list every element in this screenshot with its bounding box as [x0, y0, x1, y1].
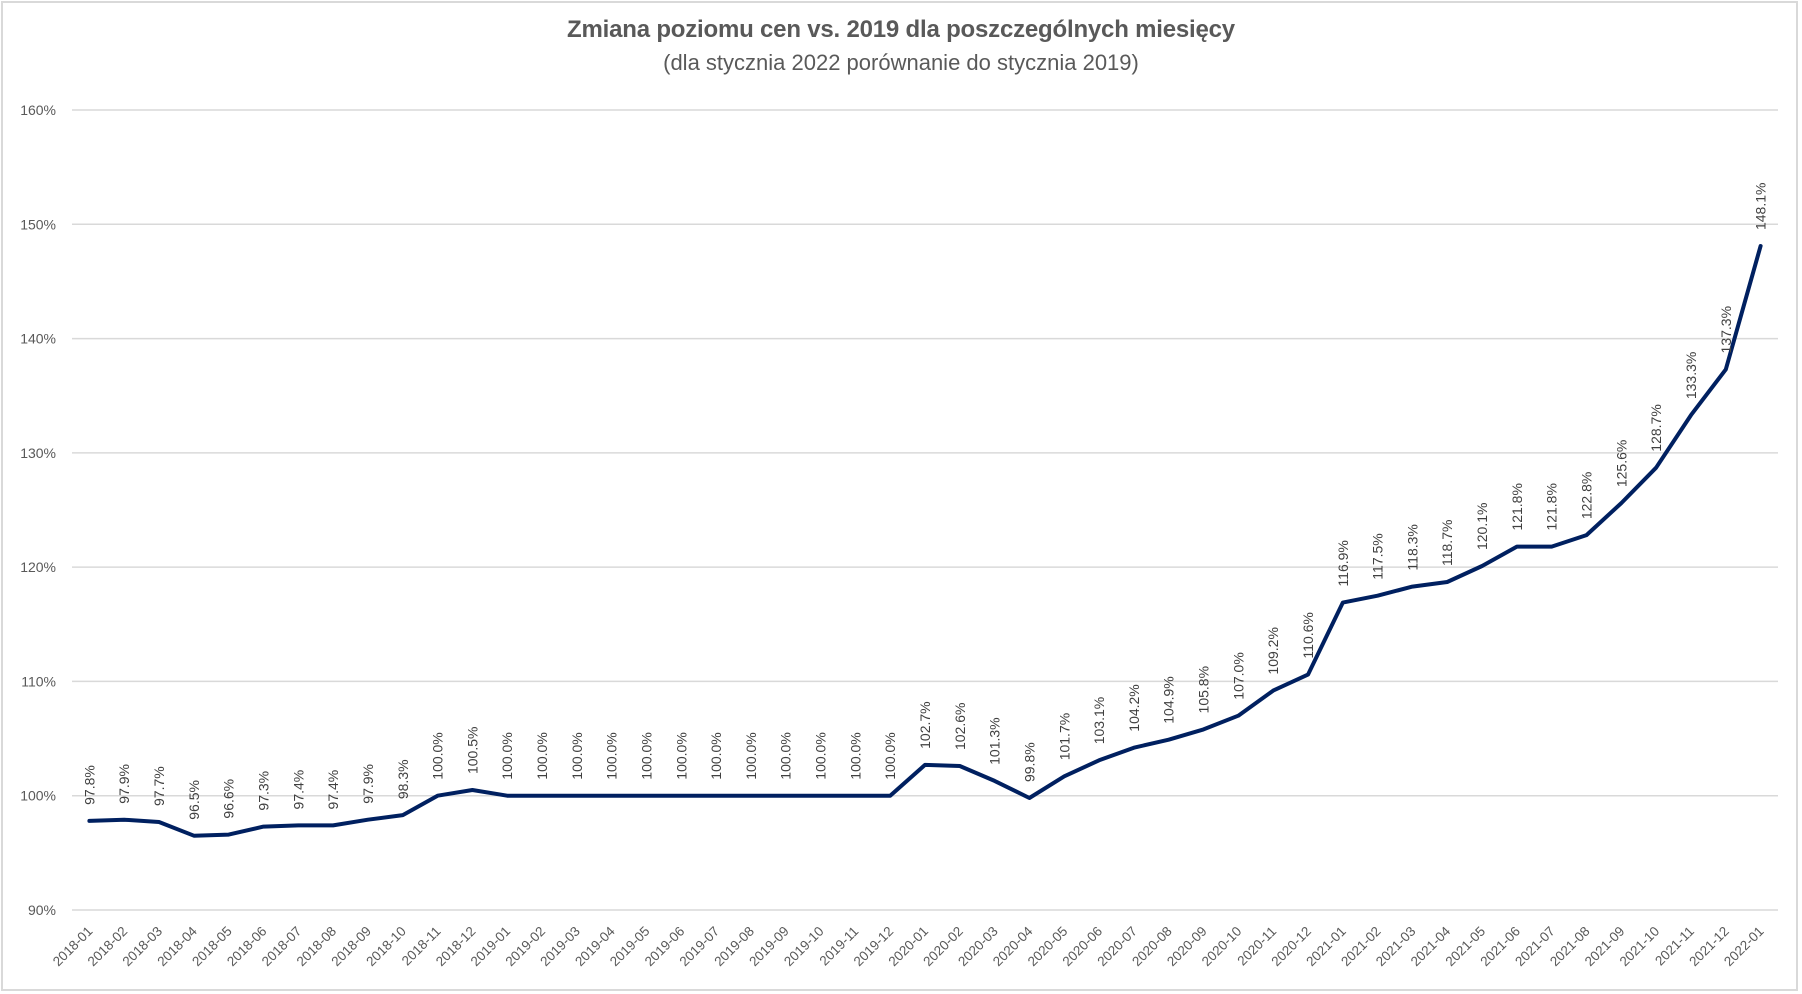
data-label: 118.3% — [1404, 524, 1420, 570]
data-label: 122.8% — [1579, 472, 1595, 519]
y-tick-label: 160% — [20, 102, 56, 118]
y-tick-label: 100% — [20, 788, 56, 804]
data-label: 148.1% — [1753, 183, 1769, 230]
y-tick-label: 130% — [20, 445, 56, 461]
data-label: 128.7% — [1648, 404, 1664, 451]
data-label: 121.8% — [1544, 483, 1560, 530]
data-label: 107.0% — [1230, 652, 1246, 699]
data-label: 125.6% — [1613, 440, 1629, 487]
data-label: 97.8% — [81, 765, 97, 805]
data-label: 100.0% — [499, 732, 515, 779]
data-label: 116.9% — [1335, 540, 1351, 586]
data-label: 100.0% — [604, 732, 620, 779]
data-label: 97.3% — [255, 771, 271, 811]
chart-subtitle: (dla stycznia 2022 porównanie do styczni… — [663, 50, 1139, 75]
data-label: 104.9% — [1161, 676, 1177, 723]
data-label: 117.5% — [1370, 533, 1386, 579]
x-axis-labels: 2018-012018-022018-032018-042018-052018-… — [50, 923, 1767, 969]
data-label: 98.3% — [395, 759, 411, 799]
data-label: 97.4% — [290, 770, 306, 810]
y-tick-label: 90% — [28, 902, 56, 918]
data-label: 97.9% — [116, 764, 132, 804]
data-label: 120.1% — [1474, 503, 1490, 550]
data-label: 99.8% — [1021, 742, 1037, 782]
data-label: 96.6% — [221, 779, 237, 819]
y-tick-label: 140% — [20, 331, 56, 347]
data-label: 137.3% — [1718, 306, 1734, 353]
data-label: 97.7% — [151, 766, 167, 806]
data-label: 101.7% — [1056, 713, 1072, 760]
data-label: 100.0% — [743, 732, 759, 779]
data-label: 100.0% — [708, 732, 724, 779]
gridlines — [72, 109, 1778, 911]
y-tick-label: 110% — [21, 673, 56, 689]
data-label: 100.5% — [464, 727, 480, 774]
data-label: 97.9% — [360, 764, 376, 804]
y-axis-labels: 90% 100% 110% 120% 130% 140% 150% 160% — [20, 102, 56, 918]
data-label: 100.0% — [534, 732, 550, 779]
y-tick-label: 150% — [20, 216, 56, 232]
data-label: 100.0% — [813, 732, 829, 779]
data-label: 100.0% — [778, 732, 794, 779]
data-label: 100.0% — [638, 732, 654, 779]
data-label: 100.0% — [569, 732, 585, 779]
data-label: 109.2% — [1265, 627, 1281, 674]
data-label: 100.0% — [430, 732, 446, 779]
data-label: 104.2% — [1126, 684, 1142, 731]
data-series-line — [87, 244, 1763, 838]
data-label: 101.3% — [987, 717, 1003, 764]
data-label: 96.5% — [186, 780, 202, 820]
data-label: 100.0% — [847, 732, 863, 779]
data-label: 97.4% — [325, 770, 341, 810]
data-label: 102.7% — [917, 701, 933, 748]
data-label: 133.3% — [1683, 352, 1699, 399]
y-tick-label: 120% — [20, 559, 56, 575]
data-label: 103.1% — [1091, 697, 1107, 744]
data-labels: 97.8% 97.9% 97.7% 96.5% 96.6% 97.3% 97.4% 97.4%… — [81, 183, 1768, 820]
price-level-line — [87, 244, 1763, 838]
data-label: 110.6% — [1300, 612, 1316, 658]
data-label: 118.7% — [1439, 520, 1455, 566]
data-label: 100.0% — [882, 732, 898, 779]
data-label: 102.6% — [952, 703, 968, 750]
data-label: 100.0% — [673, 732, 689, 779]
data-label: 105.8% — [1196, 666, 1212, 713]
data-label: 121.8% — [1509, 483, 1525, 530]
chart-title: Zmiana poziomu cen vs. 2019 dla poszczeg… — [567, 16, 1235, 43]
